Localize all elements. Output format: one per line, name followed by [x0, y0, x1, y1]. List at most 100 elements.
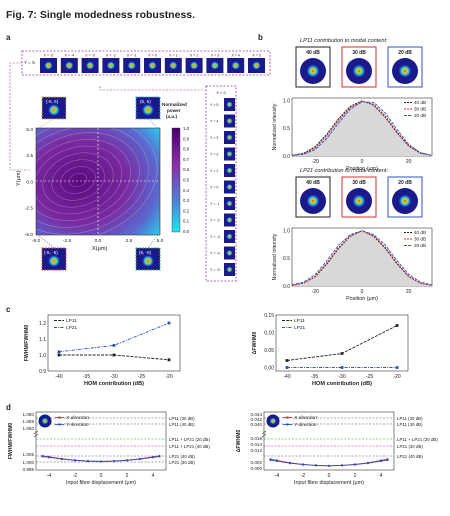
d-left-point-1-5 [99, 460, 103, 463]
d-right-xlabel: Input fibre displacement (μm) [294, 480, 364, 486]
right-thumb-10 [224, 263, 235, 276]
d-left-ytick-4: 1.000 [23, 460, 35, 465]
d-left-xtick-4: 4 [152, 473, 155, 479]
b-top-ytick-2: 0.0 [283, 154, 290, 160]
d-right-ytick-3: 0.016 [251, 436, 263, 441]
d-right-ylabel: ΔFWHM0 [236, 430, 242, 453]
top-thumb-1-spot [65, 61, 74, 70]
b-bottom-xtick-2: 20 [406, 289, 412, 295]
b-bottom-series-1 [291, 230, 433, 286]
b-top-thumb-label-1: 30 dB [352, 50, 366, 56]
d-right-point-1-5 [327, 464, 331, 467]
heatmap-x-tick-3: 2.5 [126, 238, 133, 244]
colorbar [171, 127, 181, 233]
heatmap-y-tick-3: -2.5 [25, 206, 34, 212]
d-left-ref-label-5: LP21 (30 dB) [169, 460, 195, 465]
colorbar-title-3: (a.u.) [166, 114, 177, 119]
right-thumb-6 [224, 197, 235, 210]
heatmap-x-tick-2: 0.0 [95, 238, 102, 244]
d-right-point-1-2 [288, 462, 292, 465]
right-thumb-1 [224, 114, 235, 128]
d-left-point-1-8 [138, 457, 142, 461]
d-right-ytick-6: 0.002 [251, 460, 263, 465]
d-right-xtick-4: 4 [380, 473, 383, 479]
top-thumb-label-3: X = -2 [106, 54, 116, 58]
top-thumb-5 [144, 58, 161, 73]
d-right-point-1-4 [314, 464, 318, 467]
d-right-point-1-8 [366, 462, 370, 465]
b-bottom-ylabel: Normalized intensity [272, 233, 278, 280]
c-right-point-0-1 [340, 352, 344, 355]
top-thumb-label-4: X = -1 [127, 54, 137, 58]
panel-c-label: c [6, 305, 11, 314]
b-top-legend-2: 20 dB [414, 113, 426, 118]
d-left-point-1-3 [73, 459, 77, 462]
d-right-point-1-9 [379, 459, 383, 463]
d-right-point-1-3 [301, 463, 305, 466]
b-bottom-xtick-1: 0 [361, 289, 364, 295]
heatmap-y-ticks: 5.0 2.5 0.0 -2.5 -5.0 [25, 127, 34, 238]
b-bottom-legend-1: 30 dB [414, 237, 426, 242]
heatmap-x-ticks: -5.0 -2.5 0.0 2.5 5.0 [32, 238, 164, 244]
c-left-frame [47, 314, 181, 372]
d-left-ytick-2: 1.050 [23, 426, 35, 431]
corner-top-right-label: (5, 5) [140, 99, 151, 104]
c-left-xtick-1: -35 [83, 374, 90, 380]
colorbar-tick-8: 0.2 [183, 208, 190, 213]
d-right-inset-spot [269, 417, 277, 425]
c-right-frame [275, 314, 409, 372]
b-top-thumb-spot-1 [352, 64, 366, 78]
right-thumb-3-spot [226, 150, 233, 158]
heatmap-x-tick-0: -5.0 [32, 238, 41, 244]
d-left-ref-label-4: LP21 (40 dB) [169, 454, 195, 459]
right-thumb-label-10: Y = -5 [210, 268, 220, 272]
heatmap-y-tick-2: 0.0 [26, 179, 33, 185]
right-thumb-7-spot [226, 216, 233, 224]
right-thumb-label-9: Y = -4 [210, 252, 220, 256]
colorbar-tick-6: 0.4 [183, 188, 190, 193]
d-right-ref-label-4: LP21 (40 dB) [397, 454, 423, 459]
colorbar-tick-10: 0.0 [183, 229, 190, 234]
b-bottom-legend-2: 20 dB [414, 243, 426, 248]
top-thumb-10 [248, 58, 265, 73]
c-right-point-1-1 [340, 366, 344, 369]
d-left-xlabel: Input fibre displacement (μm) [66, 480, 136, 486]
b-bottom-xlabel: Position (μm) [346, 296, 378, 302]
colorbar-tick-2: 0.8 [183, 147, 190, 152]
corner-bottom-right-label: (5, -5) [139, 250, 152, 255]
top-thumb-label-10: X = 5 [252, 54, 261, 58]
b-top-series-0 [291, 100, 433, 156]
right-column-thumbnails: X = 0 Y = 5 Y = 4 Y = 3 Y = 2 Y = 1 Y = 0 Y = -… [210, 90, 235, 276]
d-right-ref-label-0: LP11 (30 dB) [397, 416, 423, 421]
d-right-point-1-0 [269, 458, 272, 462]
d-left-xtick-1: -2 [73, 473, 78, 479]
c-right-point-0-0 [285, 359, 289, 362]
panel-a-label: a [6, 33, 11, 42]
panel-b-top-plot: -20 0 20 1.0 0.5 0.0 Position (μm) Normalized i… [272, 97, 433, 172]
right-thumb-5-spot [226, 183, 233, 191]
d-left-point-1-0 [41, 455, 44, 458]
corner-bottom-right: (5, -5) [135, 247, 161, 271]
top-thumb-6-spot [169, 61, 178, 70]
d-right-ytick-4: 0.014 [251, 442, 263, 447]
heatmap-frame [35, 127, 161, 236]
top-thumb-label-7: X = 2 [190, 54, 199, 58]
panel-d-label: d [6, 403, 11, 412]
b-bottom-legend-0: 40 dB [414, 230, 426, 235]
b-top-ytick-1: 0.5 [283, 126, 290, 132]
d-right-ytick-1: 0.042 [251, 417, 263, 422]
panel-b-bottom-plot: -20 0 20 1.0 0.5 0.0 Position (μm) Normalized i… [272, 227, 433, 302]
d-left-ytick-3: 1.005 [23, 452, 35, 457]
c-right-ytick-0: 0.15 [264, 313, 274, 319]
contour-9 [0, 118, 158, 242]
b-top-area [292, 100, 432, 156]
top-thumb-0 [40, 58, 57, 73]
c-right-xtick-1: -35 [311, 374, 318, 380]
right-thumb-label-1: Y = 4 [210, 120, 218, 124]
colorbar-tick-5: 0.5 [183, 178, 190, 183]
heatmap-y-tick-4: -5.0 [25, 232, 34, 238]
c-left-ylabel: FWHM/FWHM0 [24, 325, 30, 362]
right-thumb-label-3: Y = 2 [210, 153, 218, 157]
d-right-xtick-0: -4 [275, 473, 280, 479]
c-right-ylabel: ΔFWHM0 [252, 332, 258, 355]
